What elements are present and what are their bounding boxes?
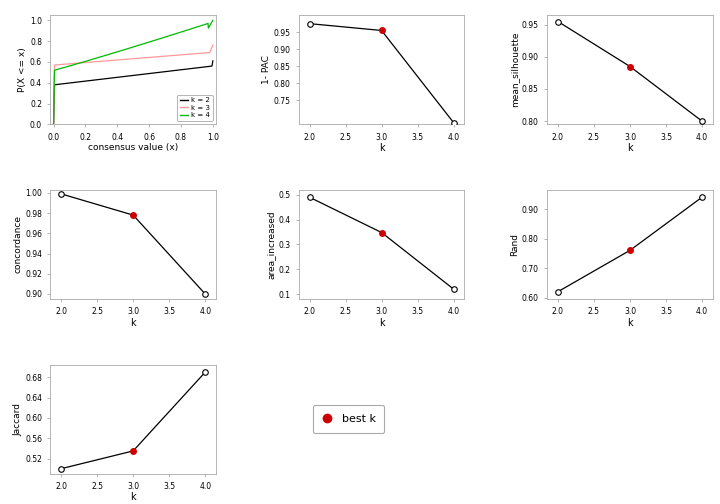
Y-axis label: mean_silhouette: mean_silhouette	[510, 32, 519, 107]
Legend: k = 2, k = 3, k = 4: k = 2, k = 3, k = 4	[177, 95, 212, 121]
X-axis label: k: k	[130, 318, 136, 328]
X-axis label: k: k	[379, 318, 384, 328]
Y-axis label: area_increased: area_increased	[266, 210, 276, 279]
X-axis label: consensus value (x): consensus value (x)	[88, 143, 179, 152]
Y-axis label: P(X <= x): P(X <= x)	[18, 47, 27, 92]
Y-axis label: Rand: Rand	[510, 233, 519, 256]
Y-axis label: concordance: concordance	[13, 215, 22, 274]
Y-axis label: Jaccard: Jaccard	[13, 403, 22, 435]
X-axis label: k: k	[379, 143, 384, 153]
Legend: best k: best k	[312, 405, 384, 433]
X-axis label: k: k	[627, 143, 633, 153]
X-axis label: k: k	[130, 492, 136, 502]
X-axis label: k: k	[627, 318, 633, 328]
Y-axis label: 1- PAC: 1- PAC	[261, 55, 271, 84]
